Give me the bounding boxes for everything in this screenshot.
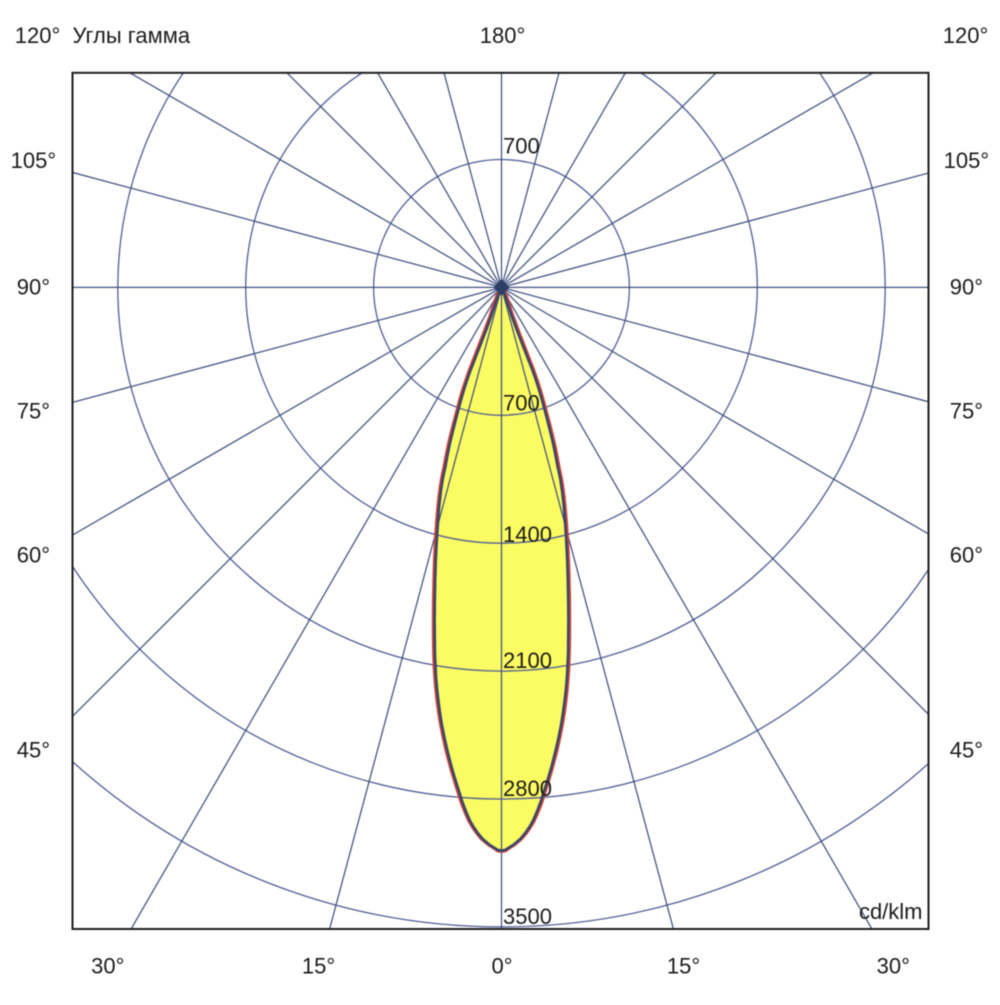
svg-text:Углы гамма: Углы гамма [73, 23, 191, 48]
svg-text:30°: 30° [877, 954, 910, 979]
svg-text:60°: 60° [17, 543, 50, 568]
svg-text:105°: 105° [944, 148, 990, 173]
svg-text:45°: 45° [950, 738, 983, 763]
svg-text:180°: 180° [480, 23, 526, 48]
svg-text:45°: 45° [17, 738, 50, 763]
svg-text:75°: 75° [17, 399, 50, 424]
svg-text:75°: 75° [950, 399, 983, 424]
svg-text:700: 700 [503, 133, 540, 158]
svg-text:105°: 105° [11, 148, 57, 173]
svg-text:3500: 3500 [503, 904, 552, 929]
svg-text:15°: 15° [302, 954, 335, 979]
svg-text:120°: 120° [15, 23, 61, 48]
svg-text:120°: 120° [943, 23, 989, 48]
svg-text:700: 700 [503, 390, 540, 415]
svg-text:0°: 0° [491, 954, 512, 979]
svg-text:1400: 1400 [503, 522, 552, 547]
svg-text:2800: 2800 [503, 776, 552, 801]
svg-text:15°: 15° [667, 954, 700, 979]
svg-text:2100: 2100 [503, 648, 552, 673]
svg-text:cd/klm: cd/klm [859, 899, 923, 924]
svg-text:60°: 60° [950, 543, 983, 568]
svg-text:90°: 90° [17, 275, 50, 300]
svg-text:90°: 90° [950, 275, 983, 300]
svg-text:30°: 30° [91, 954, 124, 979]
